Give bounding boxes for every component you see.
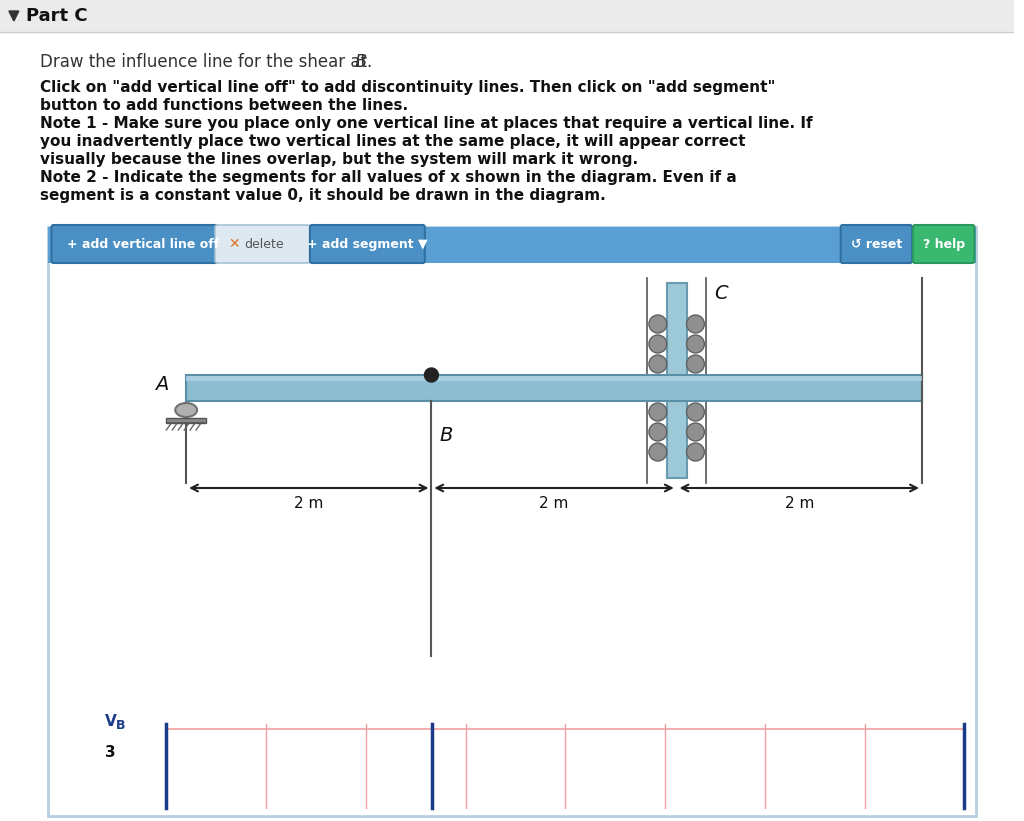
- Circle shape: [425, 368, 438, 382]
- FancyBboxPatch shape: [215, 225, 310, 263]
- Text: delete: delete: [245, 237, 285, 250]
- Circle shape: [686, 403, 705, 421]
- Text: Note 1 - Make sure you place only one vertical line at places that require a ver: Note 1 - Make sure you place only one ve…: [40, 116, 812, 131]
- Text: ? help: ? help: [923, 237, 965, 250]
- Bar: [47, 227, 976, 263]
- Text: you inadvertently place two vertical lines at the same place, it will appear cor: you inadvertently place two vertical lin…: [40, 134, 745, 149]
- Circle shape: [686, 335, 705, 353]
- Circle shape: [686, 315, 705, 333]
- FancyBboxPatch shape: [913, 225, 975, 263]
- Bar: [0, 0, 1014, 32]
- Circle shape: [649, 423, 667, 441]
- Circle shape: [649, 443, 667, 461]
- Circle shape: [649, 335, 667, 353]
- Text: 2 m: 2 m: [784, 496, 814, 511]
- Text: $\mathit{B}$: $\mathit{B}$: [354, 53, 368, 71]
- Circle shape: [686, 443, 705, 461]
- Text: .: .: [367, 53, 372, 71]
- Text: segment is a constant value 0, it should be drawn in the diagram.: segment is a constant value 0, it should…: [40, 187, 605, 203]
- Bar: [186, 376, 922, 381]
- Circle shape: [686, 355, 705, 373]
- Circle shape: [649, 355, 667, 373]
- Polygon shape: [9, 11, 18, 21]
- Text: ✕: ✕: [228, 237, 241, 251]
- Text: Part C: Part C: [26, 7, 87, 25]
- Text: 3: 3: [105, 745, 116, 760]
- FancyBboxPatch shape: [51, 225, 217, 263]
- Text: + add vertical line off: + add vertical line off: [68, 237, 219, 250]
- Text: + add segment ▼: + add segment ▼: [307, 237, 428, 250]
- Circle shape: [649, 403, 667, 421]
- Text: button to add functions between the lines.: button to add functions between the line…: [40, 98, 408, 112]
- Bar: [47, 227, 976, 816]
- FancyBboxPatch shape: [841, 225, 912, 263]
- Text: B: B: [439, 426, 453, 445]
- Circle shape: [649, 315, 667, 333]
- Text: B: B: [116, 719, 125, 732]
- Text: Draw the influence line for the shear at: Draw the influence line for the shear at: [40, 53, 372, 71]
- Text: Click on "add vertical line off" to add discontinuity lines. Then click on "add : Click on "add vertical line off" to add …: [40, 80, 775, 94]
- Circle shape: [686, 423, 705, 441]
- Text: Note 2 - Indicate the segments for all values of x shown in the diagram. Even if: Note 2 - Indicate the segments for all v…: [40, 169, 736, 185]
- Text: C: C: [715, 283, 728, 302]
- Ellipse shape: [175, 403, 197, 417]
- Bar: [186, 375, 922, 401]
- Bar: [667, 283, 686, 478]
- Text: A: A: [155, 374, 168, 393]
- Text: ↺ reset: ↺ reset: [851, 237, 902, 250]
- Text: 2 m: 2 m: [294, 496, 324, 511]
- Bar: [166, 418, 206, 423]
- Text: visually because the lines overlap, but the system will mark it wrong.: visually because the lines overlap, but …: [40, 152, 638, 167]
- Text: 2 m: 2 m: [540, 496, 568, 511]
- FancyBboxPatch shape: [310, 225, 425, 263]
- Text: V: V: [105, 714, 117, 729]
